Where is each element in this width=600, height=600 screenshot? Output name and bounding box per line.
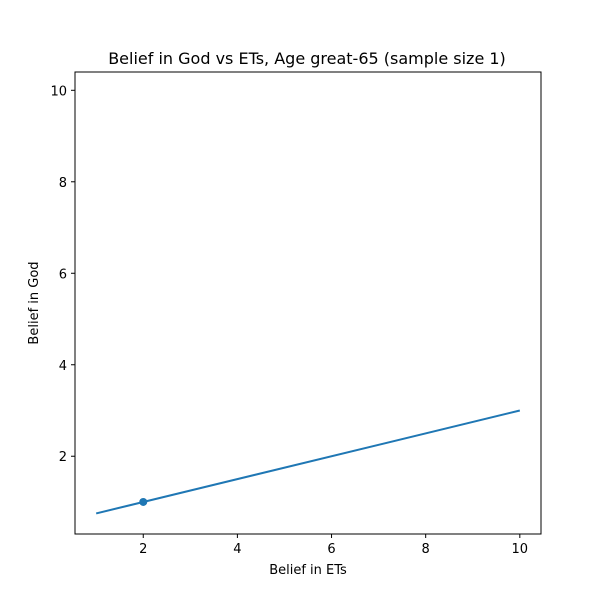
chart-title: Belief in God vs ETs, Age great-65 (samp… xyxy=(108,49,506,68)
x-tick-label: 10 xyxy=(512,542,529,557)
axes-frame xyxy=(74,71,542,535)
y-axis-ticks: 2 4 6 8 10 xyxy=(50,84,75,465)
x-tick-label: 6 xyxy=(327,542,335,557)
plot-area xyxy=(95,409,521,515)
x-tick-label: 4 xyxy=(233,542,241,557)
y-tick-label: 4 xyxy=(59,359,67,374)
x-axis-ticks: 2 4 6 8 10 xyxy=(139,534,528,557)
x-tick-label: 2 xyxy=(139,542,147,557)
y-tick-label: 2 xyxy=(59,450,67,465)
y-tick-label: 8 xyxy=(59,176,67,191)
x-tick-label: 8 xyxy=(422,542,430,557)
x-axis-label: Belief in ETs xyxy=(269,563,347,578)
y-tick-label: 10 xyxy=(50,84,67,99)
series-line-1 xyxy=(95,409,521,515)
y-axis-label: Belief in God xyxy=(27,261,42,344)
y-tick-label: 6 xyxy=(59,267,67,282)
